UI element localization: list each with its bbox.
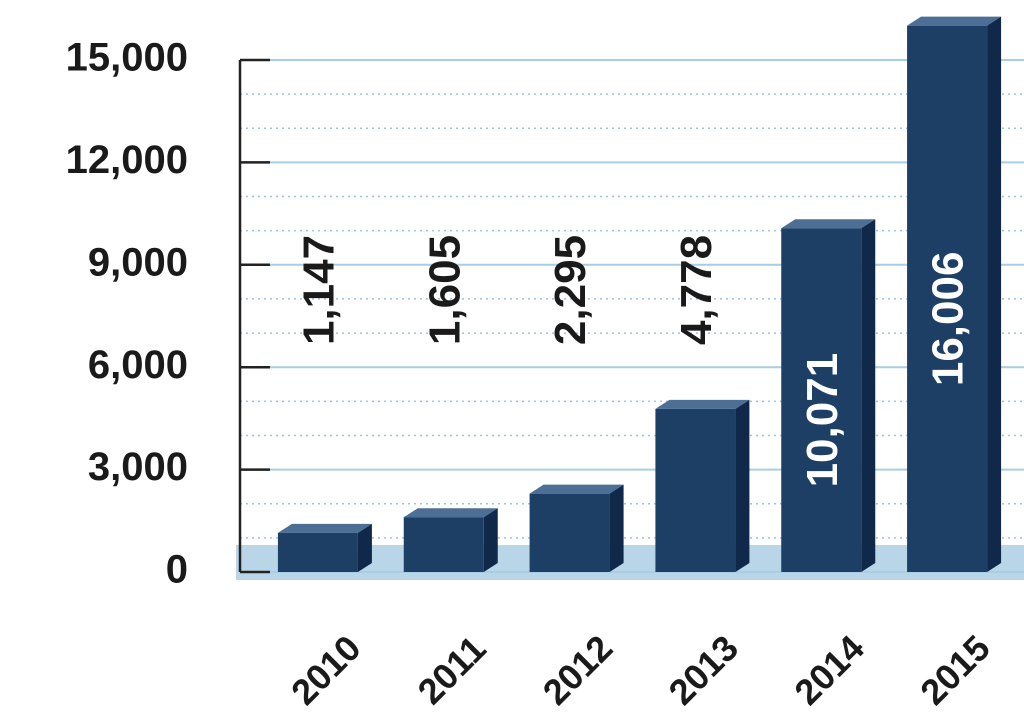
bar-top: [907, 16, 1002, 26]
y-tick-label: 12,000: [66, 138, 188, 182]
bar: [655, 408, 736, 572]
y-tick-label: 6,000: [88, 343, 188, 387]
bar-top: [655, 399, 750, 409]
y-tick-label: 15,000: [66, 36, 188, 80]
bar-side: [483, 508, 498, 572]
x-tick-label: 2010: [283, 627, 369, 713]
bar-top: [781, 219, 876, 229]
x-tick-label: 2015: [912, 627, 998, 713]
value-label: 1,147: [295, 235, 344, 345]
x-tick-label: 2011: [410, 628, 494, 712]
value-label: 10,071: [798, 353, 847, 488]
x-tick-label: 2013: [660, 627, 746, 713]
bar-side: [609, 484, 624, 572]
value-label: 16,006: [924, 252, 973, 387]
bar-side: [735, 399, 750, 572]
bar-side: [987, 16, 1002, 573]
y-tick-label: 3,000: [88, 445, 188, 489]
x-tick-label: 2012: [535, 627, 621, 713]
bar-top: [529, 484, 624, 494]
y-tick-label: 9,000: [88, 240, 188, 284]
bar-side: [861, 219, 876, 572]
value-label: 2,295: [546, 235, 595, 345]
value-label: 1,605: [420, 235, 469, 345]
x-tick-label: 2014: [786, 627, 872, 713]
bar: [403, 517, 484, 572]
bar-top: [403, 508, 498, 518]
y-tick-label: 0: [166, 548, 188, 592]
value-label: 4,778: [672, 235, 721, 345]
bar-side: [357, 523, 372, 572]
bar: [781, 228, 862, 572]
bar: [529, 493, 610, 572]
bar: [907, 25, 988, 573]
bar: [277, 532, 358, 572]
bar-top: [277, 523, 372, 533]
